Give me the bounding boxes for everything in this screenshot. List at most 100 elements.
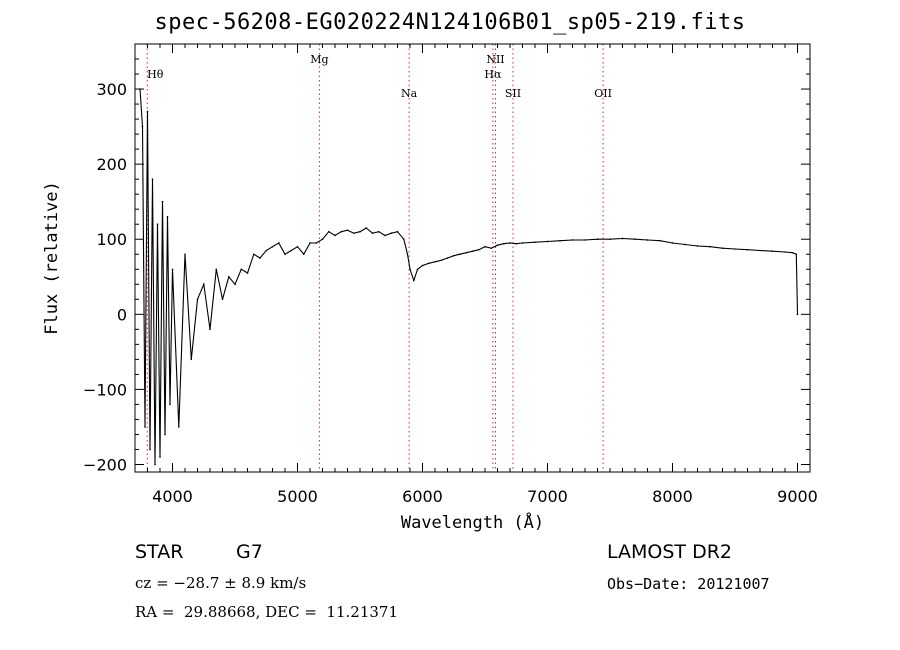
spectrum-point xyxy=(252,253,255,256)
spectrum-point xyxy=(265,249,268,252)
spectrum-point xyxy=(791,251,794,254)
spectrum-point xyxy=(427,262,430,265)
spectrum-point xyxy=(609,238,611,241)
line-label: Na xyxy=(401,87,418,100)
spectrum-point xyxy=(559,239,561,242)
observation-date: Obs−Date: 20121007 xyxy=(607,575,770,593)
spectrum-point xyxy=(161,200,164,203)
spectrum-point xyxy=(271,245,274,248)
spectrum-point xyxy=(141,125,144,128)
spectrum-point xyxy=(471,250,474,253)
spectrum-point xyxy=(384,234,386,237)
spectrum-point xyxy=(156,223,159,226)
x-tick-label: 8000 xyxy=(652,487,693,506)
spectrum-point xyxy=(496,244,499,247)
x-tick-label: 4000 xyxy=(152,487,193,506)
spectrum-point xyxy=(377,230,380,233)
line-label: Hθ xyxy=(147,68,164,81)
spectrum-point xyxy=(446,257,449,259)
spectrum-point xyxy=(240,268,243,271)
spectrum-point xyxy=(159,456,161,458)
spectrum-point xyxy=(171,268,174,271)
y-axis-label: Flux (relative) xyxy=(42,181,62,335)
spectrum-point xyxy=(302,253,305,256)
object-class: STAR xyxy=(135,541,184,563)
line-label: OII xyxy=(594,87,612,100)
spectrum-point xyxy=(259,257,261,259)
chart-title: spec-56208-EG020224N124106B01_sp05-219.f… xyxy=(154,10,746,35)
spectrum-point xyxy=(634,238,636,241)
spectrum-point xyxy=(709,245,711,248)
spectrum-point xyxy=(421,264,424,267)
x-tick-label: 9000 xyxy=(777,487,818,506)
redshift-readout: cz = −28.7 ± 8.9 km/s xyxy=(135,574,307,592)
spectrum-point xyxy=(202,283,205,286)
spectrum-point xyxy=(334,234,336,237)
spectrum-point xyxy=(365,227,368,229)
spectrum-point xyxy=(534,241,536,244)
spectrum-point xyxy=(646,239,649,241)
line-label: Hα xyxy=(484,68,502,81)
spectrum-point xyxy=(515,242,518,245)
plot-frame xyxy=(134,43,811,473)
x-tick-label: 6000 xyxy=(402,487,443,506)
spectrum-point xyxy=(452,254,455,257)
spectrum-point xyxy=(139,88,141,90)
spectrum-point xyxy=(734,248,736,250)
spectrum-point xyxy=(434,260,436,263)
object-subclass: G7 xyxy=(236,541,263,563)
y-tick-label: 0 xyxy=(117,305,127,324)
spectrum-point xyxy=(164,433,166,436)
spectrum-point xyxy=(190,358,193,361)
spectrum-point xyxy=(196,298,199,301)
y-tick-label: 300 xyxy=(96,80,127,99)
spectrum-point xyxy=(340,230,343,233)
spectrum-point xyxy=(409,268,411,271)
spectrum-point xyxy=(721,247,724,250)
spectrum-point xyxy=(177,426,180,428)
y-tick-label: 100 xyxy=(96,230,127,249)
spectrum-point xyxy=(184,253,186,256)
spectrum-point xyxy=(221,298,224,301)
spectrum-point xyxy=(146,110,149,113)
spectrum-point xyxy=(290,249,293,252)
spectrum-point xyxy=(149,448,151,451)
spectrum-point xyxy=(621,237,624,240)
x-tick-label: 5000 xyxy=(277,487,318,506)
spectrum-point xyxy=(477,248,480,251)
line-label: SII xyxy=(505,87,521,100)
spectrum-point xyxy=(166,215,169,218)
y-tick-label: −200 xyxy=(83,455,127,474)
coordinates-readout: RA = 29.88668, DEC = 11.21371 xyxy=(135,603,399,621)
spectrum-point xyxy=(346,229,349,232)
spectrum-point xyxy=(412,279,415,282)
spectrum-point xyxy=(151,178,154,180)
spectrum-point xyxy=(327,230,330,233)
spectrum-point xyxy=(696,245,699,247)
spectrum-point xyxy=(234,283,236,286)
spectrum-point xyxy=(352,232,355,235)
spectrum-point xyxy=(309,242,311,244)
spectrum-point xyxy=(584,239,586,241)
spectrum-point xyxy=(521,242,524,244)
spectrum-point xyxy=(796,313,799,316)
spectrum-point xyxy=(484,245,486,248)
spectrum-point xyxy=(144,426,146,428)
spectrum-point xyxy=(571,239,574,241)
spectrum-point xyxy=(154,463,156,466)
spectrum-point xyxy=(209,328,211,331)
spectrum-point xyxy=(246,272,249,274)
x-axis-label: Wavelength (Å) xyxy=(401,511,544,533)
spectrum-point xyxy=(546,240,549,243)
spectrum-point xyxy=(215,268,218,271)
spectrum-point xyxy=(490,247,493,250)
x-tick-label: 7000 xyxy=(527,487,568,506)
spectrum-point xyxy=(315,242,318,244)
y-tick-label: 200 xyxy=(96,155,127,174)
spectrum-point xyxy=(390,232,393,235)
spectrum-point xyxy=(227,275,230,278)
spectrum-point xyxy=(371,232,374,235)
spectrum-point xyxy=(402,238,405,241)
y-tick-label: −100 xyxy=(83,380,127,399)
spectrum-series-0 xyxy=(139,89,799,465)
